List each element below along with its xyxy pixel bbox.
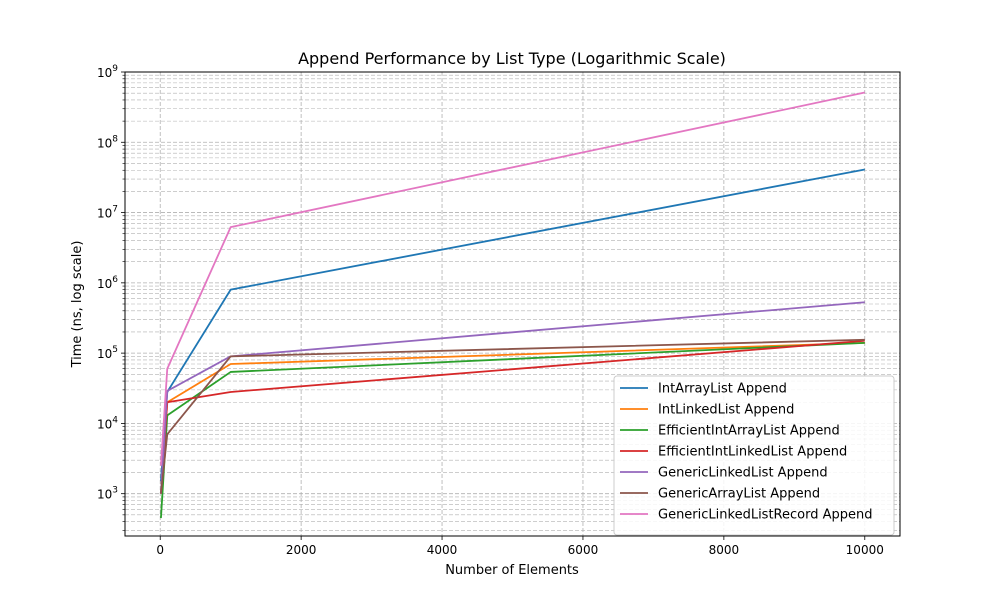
series-line [160,301,865,494]
y-axis: 103 104 105 106 107 108 109 [97,64,125,531]
legend-label: EfficientIntArrayList Append [658,424,840,439]
legend-label: GenericLinkedList Append [658,466,828,481]
x-tick-label: 8000 [709,543,740,557]
legend-label: IntLinkedList Append [658,403,794,418]
y-tick-label: 105 [97,345,118,361]
x-axis: 0 2000 4000 6000 8000 10000 [156,536,884,557]
x-tick-label: 0 [156,543,164,557]
y-tick-label: 107 [97,205,118,221]
x-tick-label: 6000 [568,543,599,557]
x-tick-label: 10000 [846,543,884,557]
x-tick-label: 4000 [427,543,458,557]
x-tick-label: 2000 [286,543,317,557]
chart-title: Append Performance by List Type (Logarit… [298,49,726,68]
legend-box [613,375,895,536]
legend: IntArrayList Append IntLinkedList Append E… [613,375,895,536]
y-tick-label: 104 [97,415,118,431]
series-line [160,91,865,466]
legend-label: IntArrayList Append [658,382,787,397]
y-tick-label: 103 [97,486,118,502]
series-group [160,91,865,519]
y-tick-label: 109 [97,64,118,80]
y-tick-label: 108 [97,134,118,150]
legend-label: GenericLinkedListRecord Append [658,508,872,523]
y-axis-label: Time (ns, log scale) [70,241,85,369]
y-tick-label: 106 [97,275,118,291]
series-line [160,338,865,494]
x-axis-label: Number of Elements [445,563,579,578]
legend-label: EfficientIntLinkedList Append [658,445,847,460]
legend-label: GenericArrayList Append [658,487,820,502]
